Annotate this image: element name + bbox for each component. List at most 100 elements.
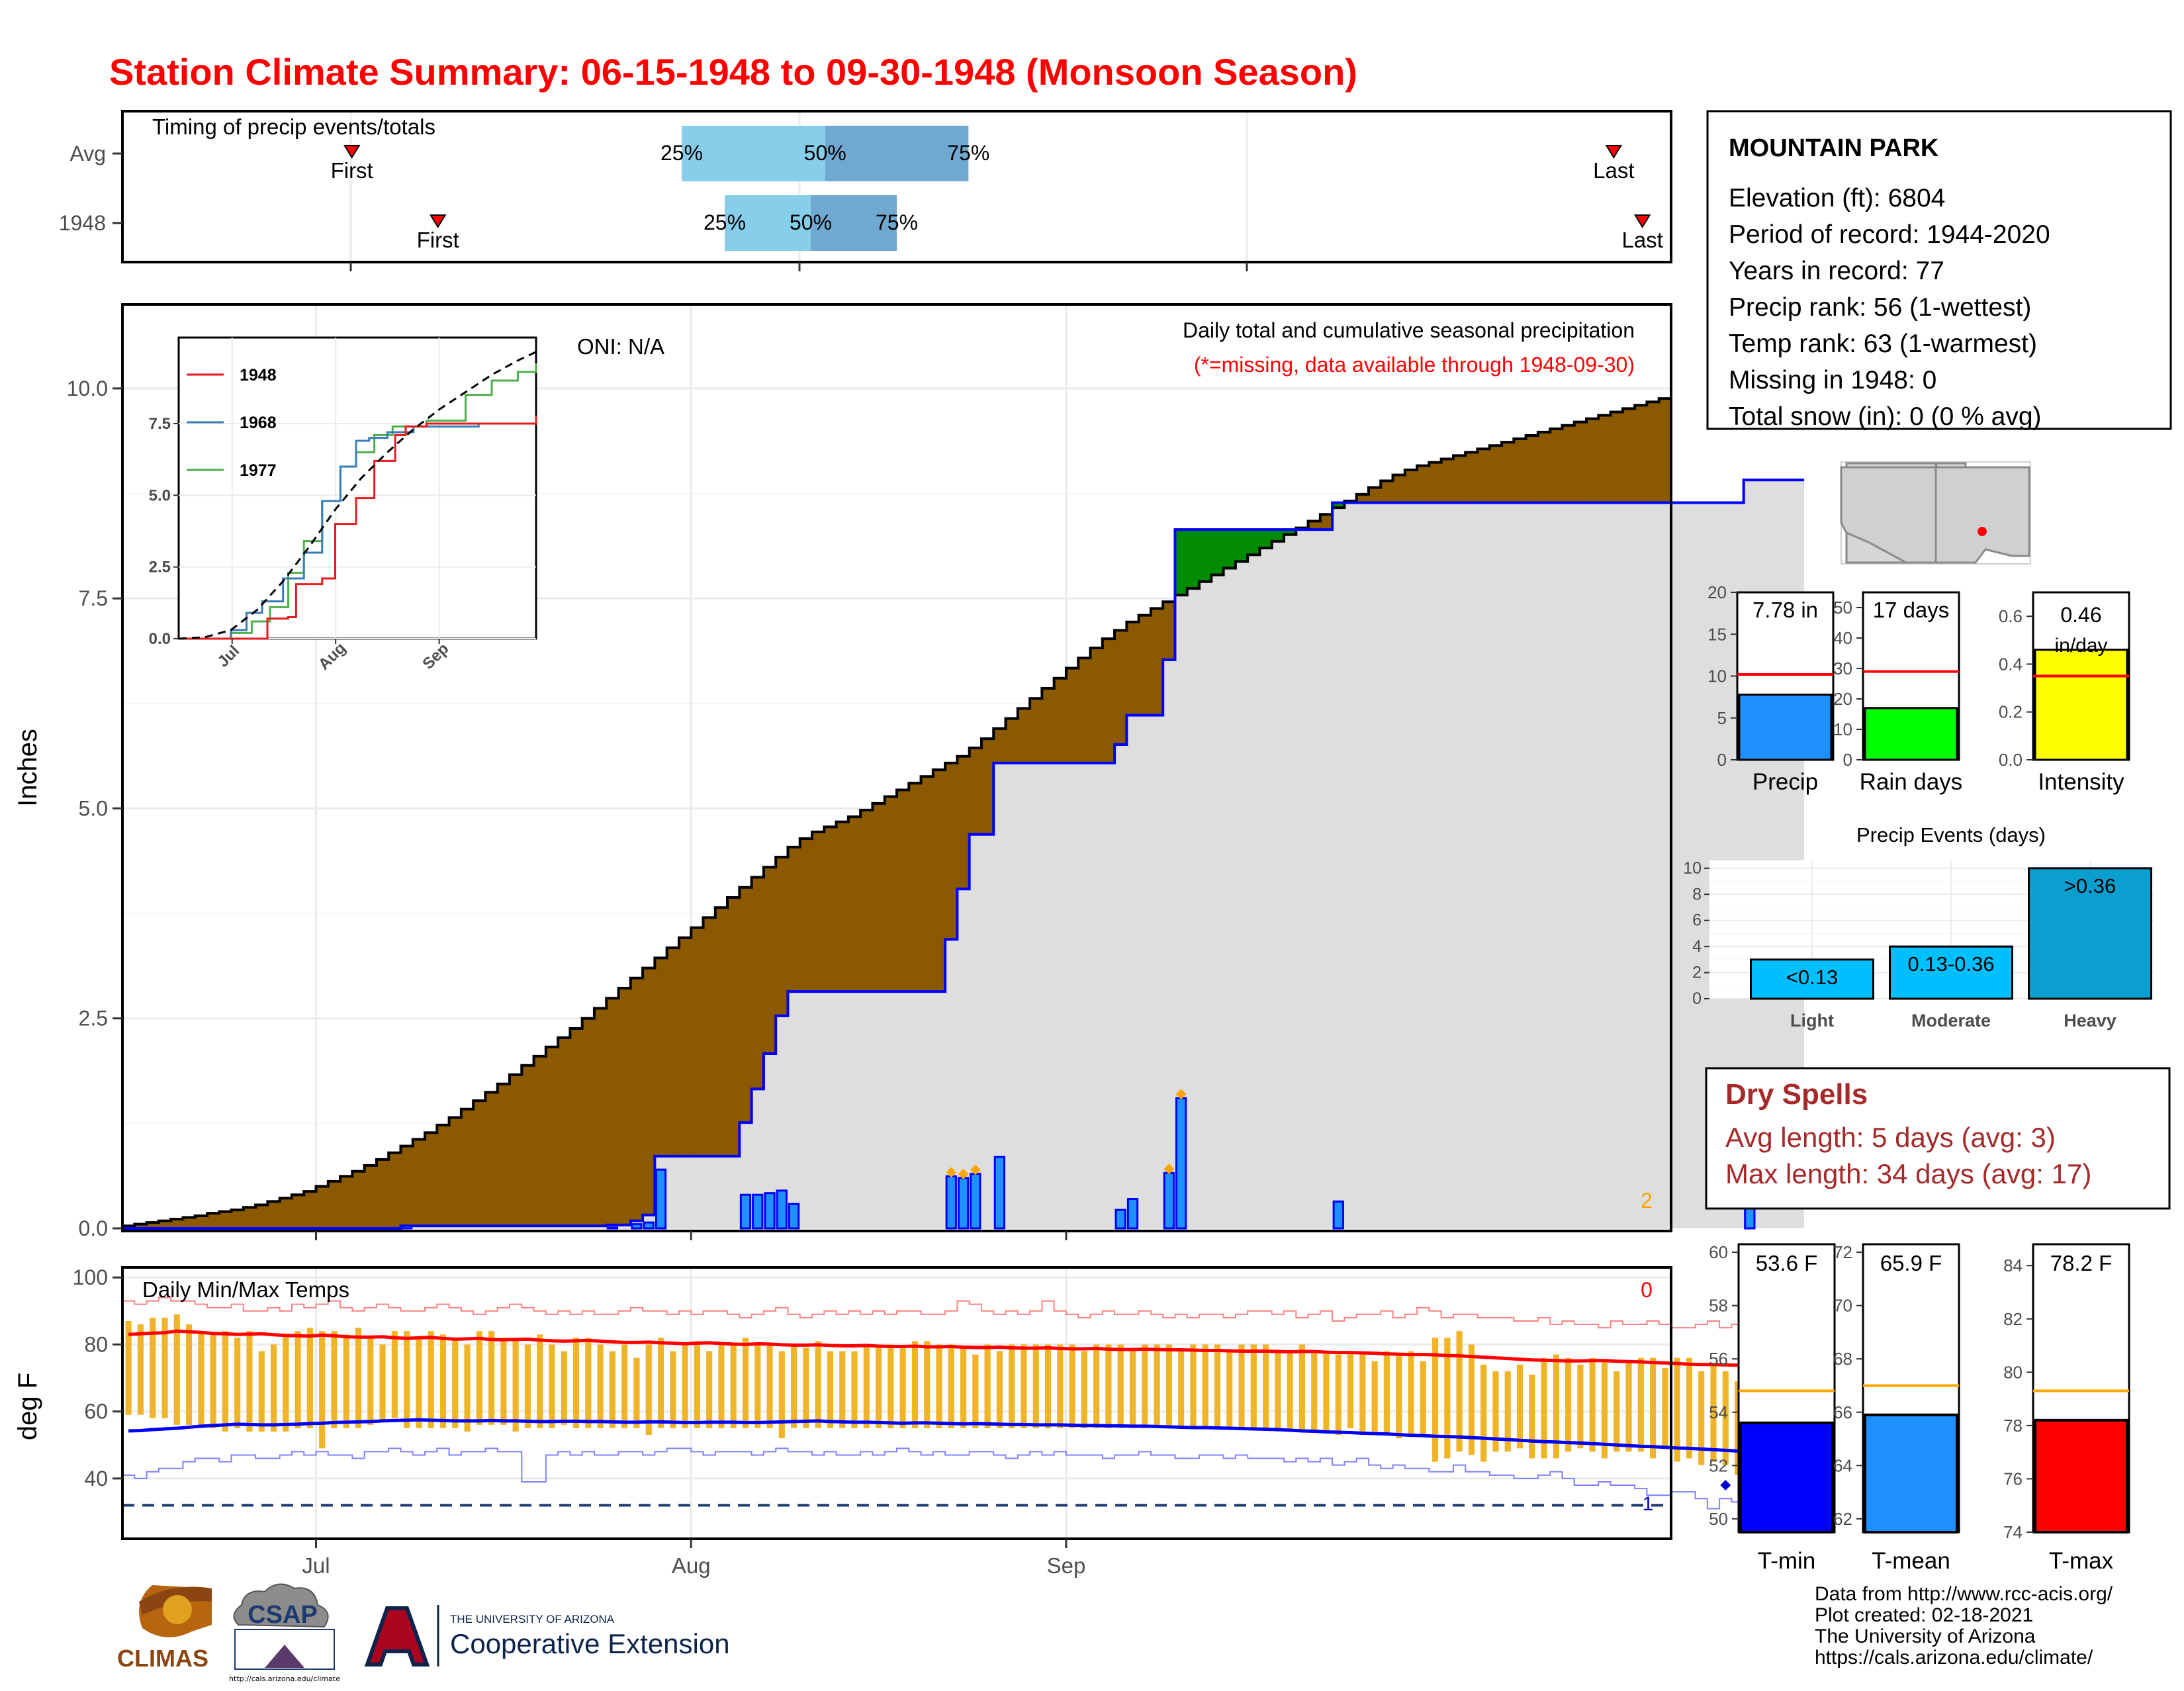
summary-bar-value-label: 17 days bbox=[1873, 598, 1950, 622]
temp-bar-value bbox=[2034, 1418, 2128, 1533]
csap-mountain bbox=[265, 1645, 304, 1668]
surplus-area-segment bbox=[1211, 529, 1224, 575]
deficit-area-segment bbox=[909, 783, 922, 992]
daily-temp-range-bar bbox=[1154, 1344, 1160, 1428]
deficit-area-segment bbox=[1392, 475, 1406, 503]
station-elevation: Elevation (ft): 6804 bbox=[1729, 184, 1945, 212]
daily-temp-range-bar bbox=[1650, 1357, 1657, 1459]
daily-temp-range-bar bbox=[1444, 1338, 1451, 1459]
logos: CLIMAS CSAP http://cals.arizona.edu/clim… bbox=[117, 1583, 730, 1683]
daily-temp-range-bar bbox=[137, 1324, 144, 1415]
deficit-area-segment bbox=[461, 1109, 474, 1226]
temp-bar-value-label: 53.6 F bbox=[1756, 1251, 1818, 1275]
station-info-box: MOUNTAIN PARK Elevation (ft): 6804 Perio… bbox=[1706, 110, 2172, 431]
deficit-area-segment bbox=[836, 821, 849, 992]
daily-temp-range-bar bbox=[537, 1334, 543, 1428]
deficit-area-segment bbox=[848, 817, 861, 992]
daily-temp-range-bar bbox=[863, 1344, 870, 1428]
dry-spells-frame bbox=[1705, 1067, 2171, 1210]
deficit-area-segment bbox=[1163, 602, 1176, 660]
daily-temp-range-bar bbox=[791, 1344, 797, 1428]
deficit-area-segment bbox=[522, 1065, 535, 1226]
summary-bar-tick-label: 0.2 bbox=[1999, 702, 2023, 722]
summary-bar-label: Intensity bbox=[2038, 769, 2124, 795]
daily-temp-range-bar bbox=[1553, 1354, 1559, 1459]
daily-temp-range-bar bbox=[295, 1331, 301, 1428]
events-bar bbox=[2028, 867, 2152, 1000]
credit-line: The University of Arizona bbox=[1815, 1625, 2036, 1647]
deficit-area-segment bbox=[606, 998, 619, 1225]
daily-precip-bar bbox=[643, 1221, 655, 1230]
summary-bar-tick-label: 20 bbox=[1707, 582, 1727, 602]
daily-temp-range-bar bbox=[948, 1344, 954, 1428]
temp-bar-tick-label: 72 bbox=[1833, 1242, 1852, 1262]
daily-temp-range-bar bbox=[1250, 1344, 1257, 1428]
deficit-area-segment bbox=[352, 1171, 365, 1228]
deficit-area-segment bbox=[643, 968, 655, 1215]
deficit-area-segment bbox=[666, 948, 680, 1156]
daily-temp-range-bar bbox=[500, 1338, 507, 1425]
daily-temp-range-bar bbox=[1408, 1351, 1414, 1436]
last-event-marker bbox=[1605, 145, 1623, 159]
daily-temp-range-bar bbox=[718, 1344, 725, 1428]
daily-temp-range-bar bbox=[1311, 1351, 1318, 1432]
deficit-area-segment bbox=[1514, 439, 1527, 503]
inset-ytick-label: 7.5 bbox=[149, 415, 171, 433]
deficit-area-segment bbox=[1078, 658, 1091, 763]
surplus-area-segment bbox=[1271, 529, 1285, 541]
daily-temp-range-bar bbox=[512, 1338, 519, 1432]
daily-temp-range-bar bbox=[198, 1331, 205, 1428]
dry-spells-avg: Avg length: 5 days (avg: 3) bbox=[1725, 1122, 2056, 1153]
deficit-area-segment bbox=[291, 1195, 304, 1228]
daily-temp-range-bar bbox=[1662, 1367, 1668, 1449]
deficit-area-segment bbox=[497, 1083, 510, 1226]
daily-precip-bar bbox=[957, 1177, 970, 1230]
deficit-area-segment bbox=[1368, 487, 1381, 503]
climas-logo: CLIMAS bbox=[117, 1585, 212, 1672]
daily-temp-range-bar bbox=[1178, 1351, 1185, 1428]
deficit-area-segment bbox=[1005, 718, 1019, 763]
station-temp-rank: Temp rank: 63 (1-warmest) bbox=[1729, 330, 2037, 358]
summary-bar-tick-label: 10 bbox=[1833, 719, 1852, 739]
daily-precip-bar bbox=[752, 1193, 764, 1230]
deficit-area-segment bbox=[376, 1159, 389, 1228]
deficit-area-segment bbox=[1477, 449, 1490, 503]
station-precip-rank: Precip rank: 56 (1-wettest) bbox=[1729, 293, 2031, 322]
daily-precip-bar bbox=[739, 1193, 752, 1230]
daily-temp-range-bar bbox=[161, 1317, 168, 1418]
daily-temp-range-bar bbox=[439, 1334, 447, 1428]
csap-logo: CSAP http://cals.arizona.edu/climate bbox=[229, 1583, 340, 1683]
events-bar bbox=[1750, 958, 1874, 1000]
daily-temp-range-bar bbox=[331, 1331, 338, 1428]
daily-temp-range-bar bbox=[766, 1344, 773, 1428]
deficit-area-segment bbox=[570, 1028, 583, 1226]
oni-label: ONI: N/A bbox=[577, 334, 664, 359]
temp-bar-value-label: 78.2 F bbox=[2050, 1251, 2113, 1275]
surplus-area-segment bbox=[1187, 529, 1200, 588]
temp-ytick-label: 60 bbox=[84, 1400, 108, 1424]
events-bar bbox=[1889, 945, 2013, 1000]
events-tick-label: 10 bbox=[1683, 859, 1702, 878]
deficit-area-segment bbox=[1465, 452, 1479, 503]
csap-cloud bbox=[233, 1583, 329, 1628]
deficit-area-segment bbox=[412, 1139, 426, 1226]
ua-logo: THE UNIVERSITY OF ARIZONA Cooperative Ex… bbox=[364, 1605, 730, 1667]
daily-precip-bar bbox=[776, 1189, 788, 1230]
deficit-area-segment bbox=[715, 907, 728, 1156]
daily-precip-bar bbox=[400, 1224, 413, 1230]
summary-bar-tick-label: 30 bbox=[1833, 659, 1852, 678]
surplus-area-segment bbox=[1248, 529, 1261, 555]
temp-bar-tick-label: 84 bbox=[2003, 1256, 2023, 1275]
deficit-area-segment bbox=[1453, 455, 1466, 503]
deficit-area-segment bbox=[425, 1132, 437, 1226]
timing-pct-label: 25% bbox=[704, 210, 746, 234]
temp-bar-tick-label: 70 bbox=[1833, 1296, 1852, 1316]
daily-temp-range-bar bbox=[572, 1338, 580, 1428]
climas-logo-sun bbox=[163, 1595, 192, 1624]
deficit-area-segment bbox=[533, 1056, 547, 1226]
daily-temp-range-bar bbox=[670, 1351, 676, 1428]
daily-temp-range-bar bbox=[1565, 1357, 1572, 1452]
deficit-area-segment bbox=[255, 1205, 268, 1228]
last-event-label: Last bbox=[1593, 158, 1634, 183]
dry-spells-box: Dry Spells Avg length: 5 days (avg: 3) M… bbox=[1705, 1067, 2171, 1210]
